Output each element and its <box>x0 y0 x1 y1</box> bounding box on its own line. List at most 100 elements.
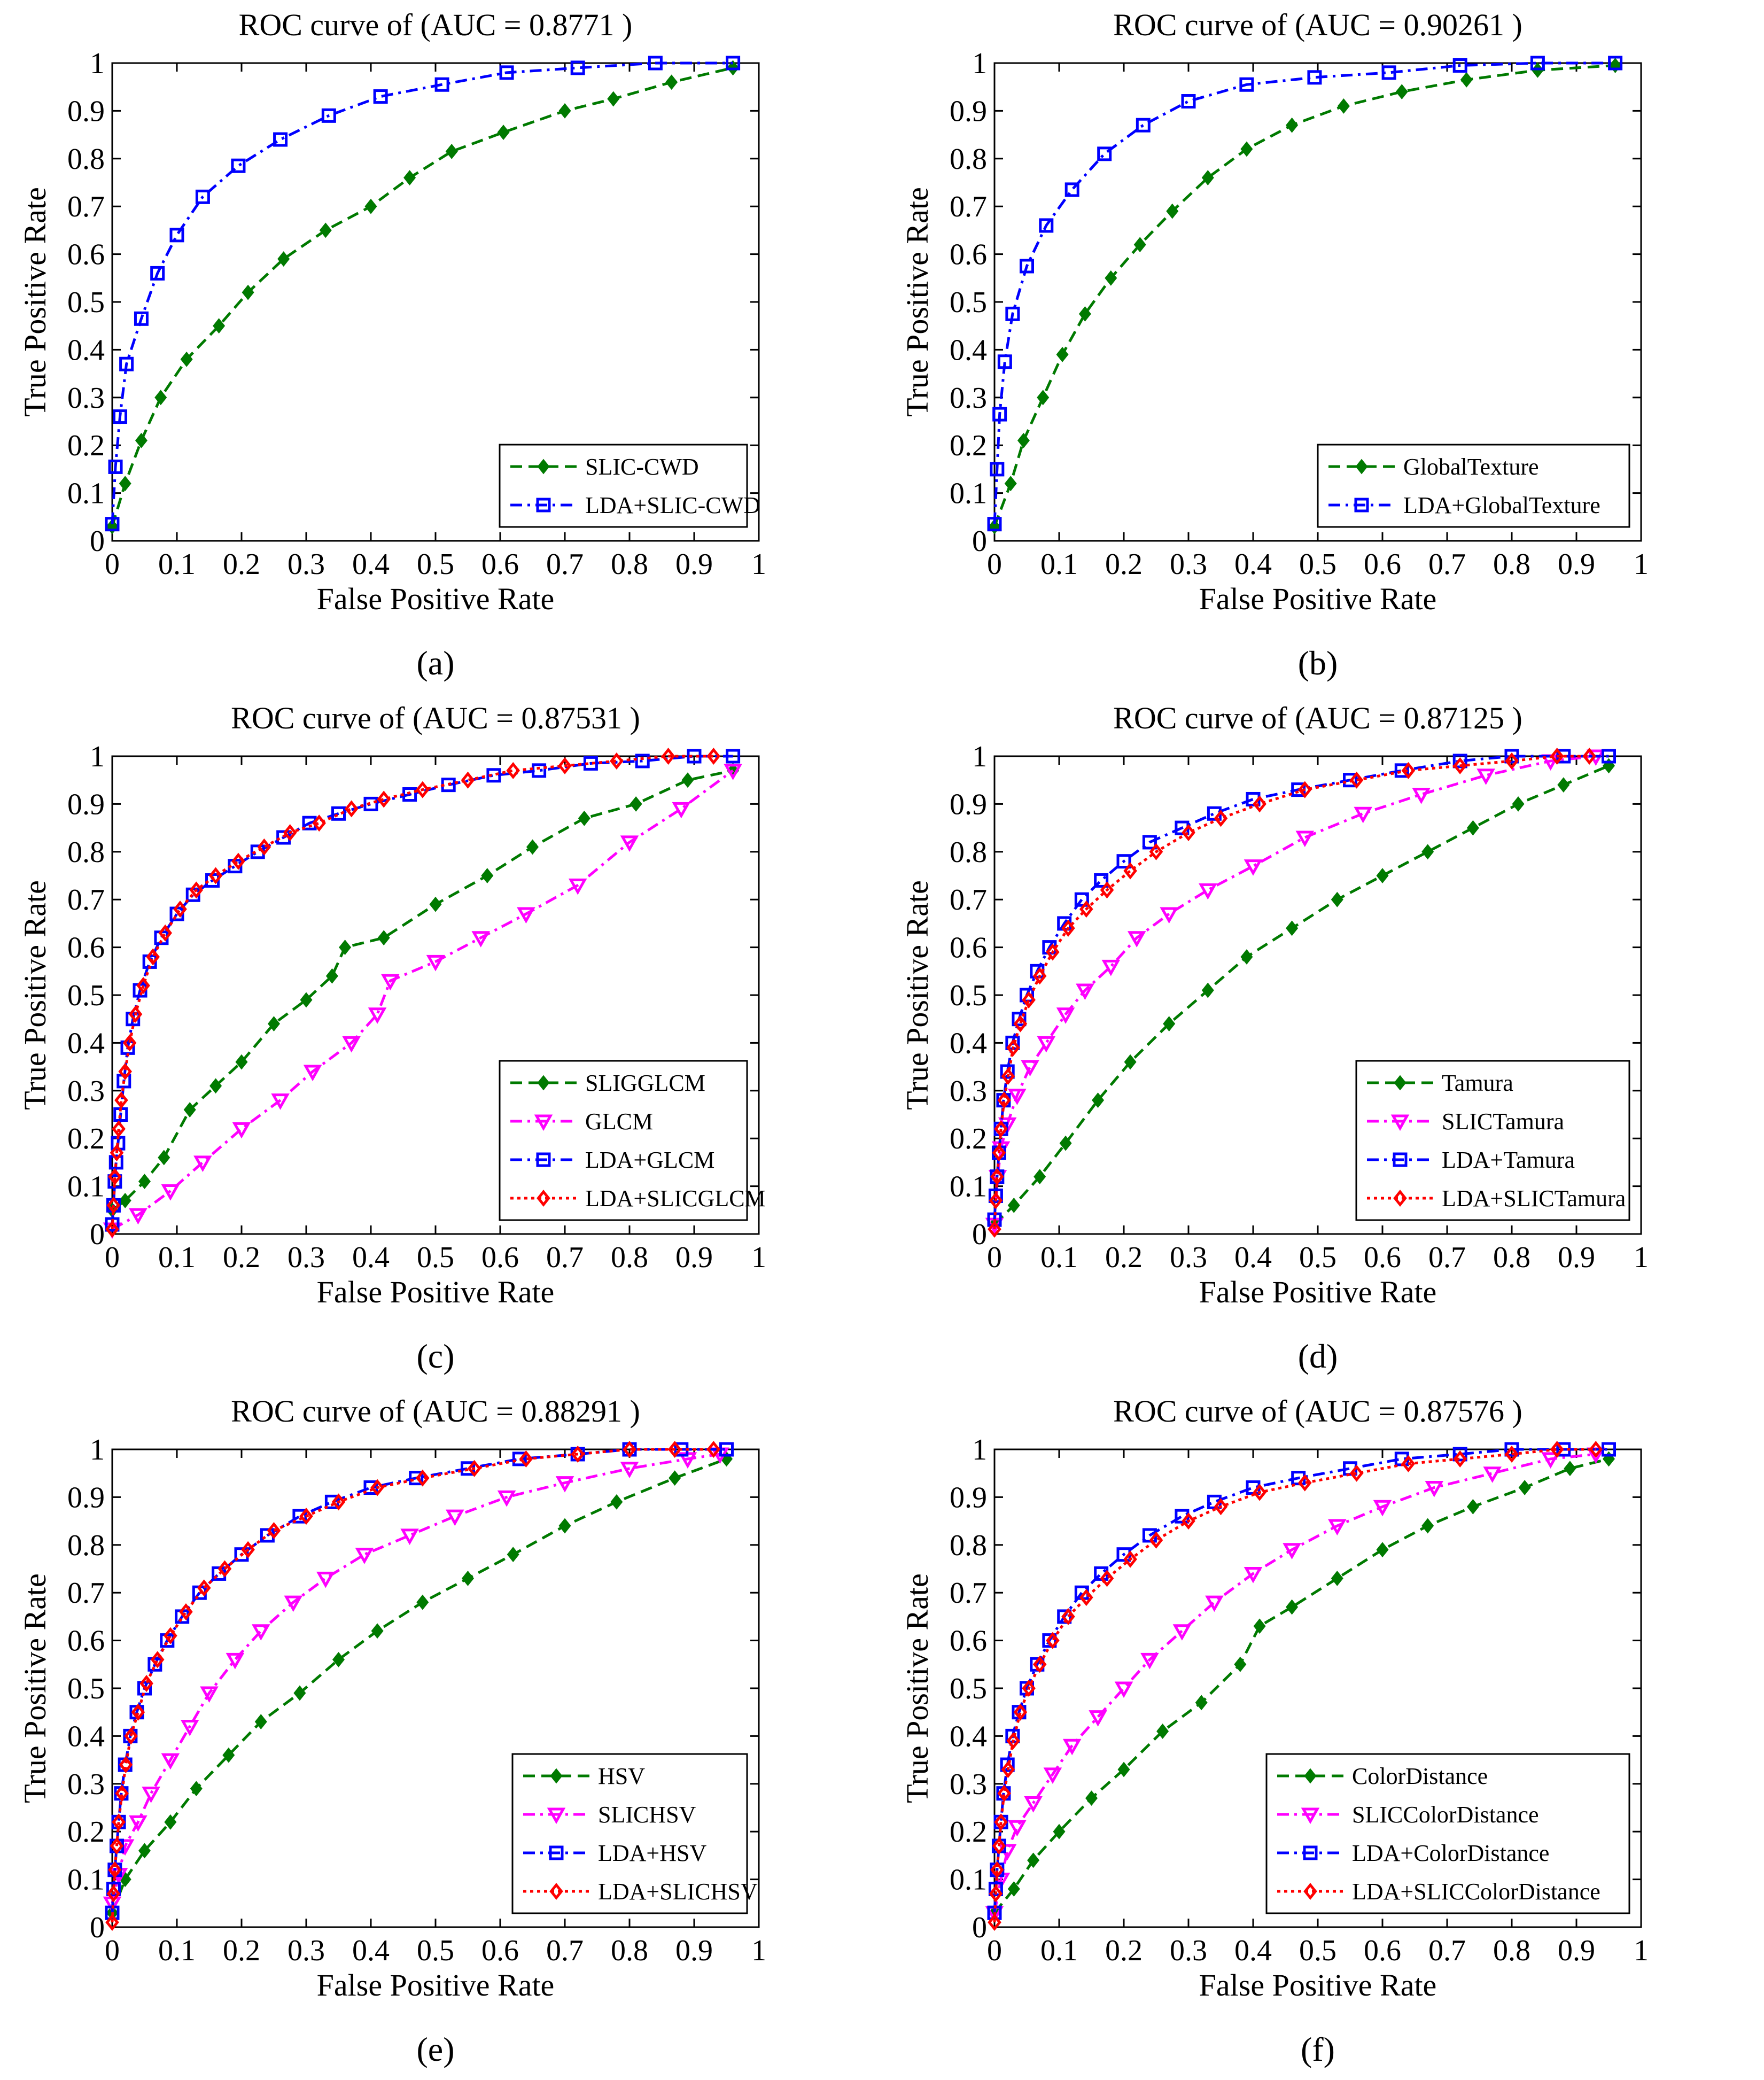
y-tick-label: 0.5 <box>67 286 105 319</box>
panel-caption: (b) <box>1298 644 1338 682</box>
data-point <box>105 1221 119 1238</box>
data-point <box>1505 752 1519 770</box>
data-point <box>1037 390 1050 406</box>
legend-label: SLIC-CWD <box>585 454 699 480</box>
data-point <box>517 907 535 924</box>
series-line <box>993 1453 1596 1913</box>
x-tick-label: 0.6 <box>1364 548 1401 581</box>
data-point <box>114 1091 128 1109</box>
series-line <box>993 755 1590 1230</box>
panel-caption: (a) <box>416 644 454 682</box>
data-point <box>415 1469 430 1487</box>
data-point <box>706 1440 721 1458</box>
x-axis-label: False Positive Rate <box>1199 1968 1437 2003</box>
data-point <box>161 1753 180 1770</box>
data-point <box>1483 1466 1502 1483</box>
x-tick-label: 0 <box>987 548 1002 581</box>
data-point <box>293 1685 306 1701</box>
data-point <box>373 89 388 104</box>
legend-marker <box>549 1882 563 1900</box>
x-tick-label: 0.3 <box>287 548 325 581</box>
data-point <box>368 1007 387 1024</box>
data-point <box>434 77 449 92</box>
data-point <box>138 1174 151 1190</box>
legend-label: GLCM <box>585 1108 653 1135</box>
y-tick-label: 0 <box>972 525 987 558</box>
data-point <box>1094 873 1109 888</box>
y-tick-label: 0.1 <box>950 1864 987 1897</box>
panel-caption: (d) <box>1298 1337 1338 1375</box>
data-point <box>1412 788 1431 804</box>
data-point <box>578 810 590 826</box>
legend-marker <box>1394 1075 1406 1091</box>
x-tick-label: 0.6 <box>1364 1934 1401 1967</box>
data-point <box>1530 56 1545 71</box>
data-point <box>1582 747 1597 765</box>
data-point <box>142 1787 160 1803</box>
legend-box <box>1265 1753 1630 1914</box>
data-point <box>108 1168 122 1185</box>
legend-marker <box>1393 1189 1407 1207</box>
chart-title: ROC curve of (AUC = 0.90261 ) <box>1113 7 1522 42</box>
x-tick-label: 0.1 <box>158 1934 196 1967</box>
data-point <box>1297 781 1312 798</box>
data-point <box>1425 1481 1444 1497</box>
data-point <box>402 787 417 802</box>
roc-chart-e: ROC curve of (AUC = 0.88291 ) 0 0.1 0.2 0.3 0… <box>18 1394 766 2068</box>
y-tick-label: 0 <box>90 525 105 558</box>
data-point <box>415 781 430 798</box>
data-point <box>1022 1679 1036 1697</box>
roc-chart-f: ROC curve of (AUC = 0.87576 ) 0 0.1 0.2 0.3 0… <box>900 1394 1649 2068</box>
data-point <box>1307 70 1322 85</box>
data-point <box>1007 1881 1020 1897</box>
data-point <box>997 1091 1011 1109</box>
data-point <box>113 409 128 424</box>
data-point <box>992 407 1007 422</box>
legend-box <box>499 444 748 528</box>
data-point <box>342 1036 361 1053</box>
x-tick-label: 0.9 <box>675 548 713 581</box>
data-point <box>1101 959 1121 976</box>
data-point <box>1163 1016 1176 1032</box>
y-tick-label: 0.6 <box>950 238 987 271</box>
series-LDA+GlobalTexture <box>987 56 1623 532</box>
x-tick-label: 0.8 <box>1493 1241 1530 1274</box>
data-point <box>992 1144 1006 1162</box>
data-point <box>158 924 173 942</box>
x-tick-label: 0 <box>105 1241 120 1274</box>
data-point <box>583 756 598 771</box>
data-point <box>558 757 572 774</box>
x-tick-label: 0.2 <box>223 1241 260 1274</box>
legend-label: SLIGGLCM <box>585 1070 705 1096</box>
legend-marker <box>549 1845 564 1860</box>
data-point <box>609 752 624 770</box>
data-point <box>1007 1197 1020 1213</box>
data-point <box>146 948 160 966</box>
data-point <box>235 1054 248 1070</box>
x-tick-label: 0.7 <box>1428 548 1466 581</box>
y-tick-label: 0.9 <box>67 95 105 128</box>
data-point <box>1136 118 1151 133</box>
y-tick-label: 0.9 <box>950 95 987 128</box>
x-tick-label: 0.7 <box>1428 1934 1466 1967</box>
data-point <box>150 1651 165 1668</box>
data-point <box>990 1861 1004 1879</box>
data-point <box>200 1686 219 1703</box>
data-point <box>1105 270 1117 286</box>
data-point <box>1022 991 1036 1008</box>
data-point <box>1477 769 1495 785</box>
x-tick-label: 1 <box>751 548 766 581</box>
roc-chart-d: ROC curve of (AUC = 0.87125 ) 0 0.1 0.2 0.3 0… <box>900 701 1649 1375</box>
legend-box <box>1317 444 1630 528</box>
data-point <box>1512 796 1525 812</box>
data-point <box>687 749 702 764</box>
x-tick-label: 0.3 <box>1170 1241 1207 1274</box>
data-point <box>1518 1480 1531 1495</box>
data-point <box>1021 1060 1039 1077</box>
data-point <box>208 867 223 884</box>
data-point <box>990 462 1005 477</box>
x-tick-label: 0.1 <box>158 548 196 581</box>
data-point <box>1349 1464 1364 1482</box>
x-tick-label: 0.6 <box>481 1241 519 1274</box>
data-point <box>661 747 675 765</box>
